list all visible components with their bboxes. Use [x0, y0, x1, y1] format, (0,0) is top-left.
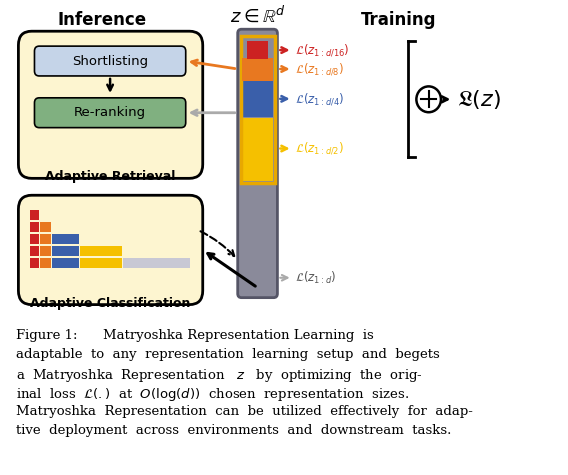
Text: $\mathcal{L}(z_{1:d})$: $\mathcal{L}(z_{1:d})$: [295, 270, 337, 286]
Bar: [30, 246, 39, 256]
Text: Re-ranking: Re-ranking: [74, 106, 146, 119]
Text: $z \in \mathbb{R}^d$: $z \in \mathbb{R}^d$: [229, 5, 286, 26]
Text: Training: Training: [361, 11, 436, 29]
Bar: [80, 246, 122, 256]
FancyBboxPatch shape: [18, 195, 203, 304]
Text: $\mathcal{L}(z_{1:d/4})$: $\mathcal{L}(z_{1:d/4})$: [295, 91, 345, 107]
Text: tive  deployment  across  environments  and  downstream  tasks.: tive deployment across environments and …: [15, 424, 451, 437]
Bar: [80, 258, 122, 268]
Bar: [30, 222, 39, 232]
Bar: [52, 246, 79, 256]
Bar: [30, 258, 39, 268]
Bar: [30, 234, 39, 244]
Bar: [243, 118, 273, 181]
Bar: [52, 258, 79, 268]
Bar: [52, 234, 79, 244]
Bar: [243, 81, 273, 117]
Bar: [240, 36, 274, 183]
Circle shape: [416, 86, 441, 112]
Text: Adaptive Retrieval: Adaptive Retrieval: [45, 171, 176, 183]
Bar: [30, 210, 39, 220]
Text: Inference: Inference: [58, 11, 147, 29]
Bar: [243, 58, 273, 81]
FancyBboxPatch shape: [35, 98, 186, 128]
Bar: [247, 41, 268, 59]
Text: Shortlisting: Shortlisting: [72, 55, 148, 67]
Bar: [40, 246, 52, 256]
Text: $\mathcal{L}(z_{1:d/16})$: $\mathcal{L}(z_{1:d/16})$: [295, 42, 350, 58]
FancyBboxPatch shape: [35, 46, 186, 76]
Bar: [40, 222, 52, 232]
Text: inal  loss  $\mathcal{L}(.)$  at  $O(\log(d))$  chosen  representation  sizes.: inal loss $\mathcal{L}(.)$ at $O(\log(d)…: [15, 386, 408, 403]
Text: adaptable  to  any  representation  learning  setup  and  begets: adaptable to any representation learning…: [15, 348, 439, 361]
Text: Adaptive Classification: Adaptive Classification: [30, 297, 191, 310]
Bar: [123, 258, 190, 268]
Text: a  Matryoshka  Representation   $z$   by  optimizing  the  orig-: a Matryoshka Representation $z$ by optim…: [15, 367, 423, 384]
Text: Figure 1:      Matryoshka Representation Learning  is: Figure 1: Matryoshka Representation Lear…: [15, 330, 373, 342]
FancyBboxPatch shape: [18, 31, 203, 178]
FancyBboxPatch shape: [238, 29, 277, 298]
Text: $\mathcal{L}(z_{1:d/8})$: $\mathcal{L}(z_{1:d/8})$: [295, 61, 344, 77]
Bar: [40, 258, 52, 268]
Text: Matryoshka  Representation  can  be  utilized  effectively  for  adap-: Matryoshka Representation can be utilize…: [15, 405, 473, 418]
Bar: [40, 234, 52, 244]
Text: $\mathcal{L}(z_{1:d/2})$: $\mathcal{L}(z_{1:d/2})$: [295, 141, 344, 156]
Text: $\mathfrak{L}(z)$: $\mathfrak{L}(z)$: [457, 88, 501, 111]
